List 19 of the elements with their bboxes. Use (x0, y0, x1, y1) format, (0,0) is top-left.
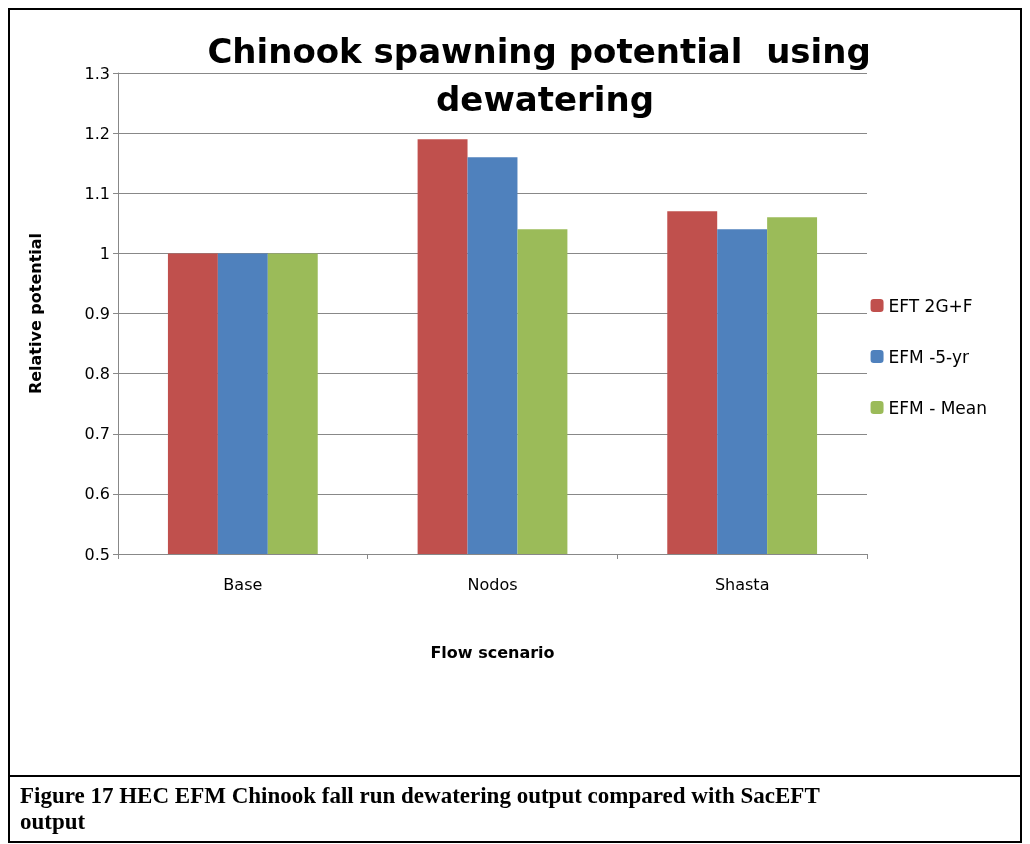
x-tick-label: Shasta (714, 574, 770, 594)
legend-label: EFM - Mean (888, 397, 988, 418)
y-tick-label: 1 (99, 243, 110, 263)
x-tick-label: Base (223, 574, 263, 594)
y-tick-label: 0.6 (84, 484, 110, 504)
y-tick-label: 1.1 (84, 183, 110, 203)
legend-label: EFT 2G+F (888, 295, 973, 316)
chart-title: Chinook spawning potential using dewatering (207, 31, 883, 119)
x-axis-title: Flow scenario (430, 642, 555, 662)
caption: Figure 17 HEC EFM Chinook fall run dewatering output compared with SacEFT output (19, 782, 821, 836)
y-tick-label: 0.5 (84, 544, 110, 564)
y-tick-label: 1.3 (84, 63, 110, 83)
y-tick-label: 1.2 (84, 123, 110, 143)
legend-label: EFM -5-yr (888, 346, 969, 367)
y-tick-label: 0.8 (84, 364, 110, 384)
y-tick-label: 0.9 (84, 304, 110, 323)
y-tick-label: 0.7 (84, 424, 110, 444)
y-axis-title: Relative potential (25, 232, 45, 395)
x-tick-label: Nodos (467, 574, 518, 594)
